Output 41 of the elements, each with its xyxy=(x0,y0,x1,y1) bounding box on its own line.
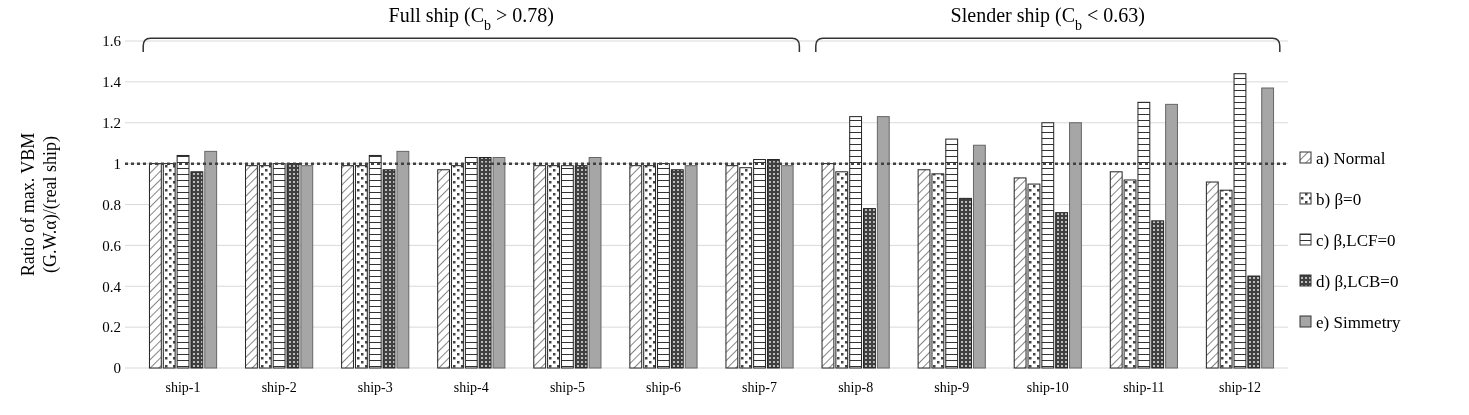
text: Full ship (C$_{b}$ > 0.78) xyxy=(388,4,555,33)
x-tick-label: ship-2 xyxy=(261,380,297,395)
bar xyxy=(972,144,986,369)
x-tick-label: ship-6 xyxy=(645,380,681,395)
x-tick-label: ship-10 xyxy=(1026,380,1069,395)
y-tick-label: 0 xyxy=(113,360,121,377)
legend-label: b) β=0 xyxy=(1316,189,1362,209)
y-tick-label: 0.2 xyxy=(102,319,121,336)
legend-label: e) Simmetry xyxy=(1316,312,1402,332)
text: Slender ship (C$_{b}$ < 0.63) xyxy=(950,4,1145,33)
y-tick-label: 0.6 xyxy=(102,237,122,254)
y-tick-label: 1 xyxy=(113,155,121,172)
y-tick-label: 1.6 xyxy=(102,33,122,50)
bar xyxy=(1069,122,1082,369)
bar xyxy=(780,165,794,369)
bar xyxy=(1261,87,1275,369)
bar xyxy=(396,150,410,369)
x-tick-label: ship-4 xyxy=(453,380,489,395)
y-tick-label: 1.4 xyxy=(102,74,122,91)
x-tick-label: ship-5 xyxy=(549,380,585,395)
x-tick-label: ship-9 xyxy=(934,380,970,395)
x-tick-label: ship-12 xyxy=(1218,380,1261,395)
y-axis-title: Ratio of max. VBM (G.W.α)/(real ship) xyxy=(18,132,61,277)
legend-label: a) Normal xyxy=(1316,148,1386,168)
bar xyxy=(684,165,698,369)
x-tick-label: ship-3 xyxy=(357,380,393,395)
bar xyxy=(1165,103,1178,369)
bar xyxy=(492,156,506,369)
legend-label: d) β,LCB=0 xyxy=(1316,271,1399,291)
bar xyxy=(300,165,314,369)
x-tick-label: ship-1 xyxy=(165,380,201,395)
x-tick-label: ship-8 xyxy=(838,380,874,395)
x-tick-label: ship-11 xyxy=(1123,380,1165,395)
y-tick-label: 1.2 xyxy=(102,115,121,131)
y-tick-label: 0.8 xyxy=(102,196,121,213)
legend-label: c) β,LCF=0 xyxy=(1316,230,1396,250)
y-tick-label: 0.4 xyxy=(102,278,122,295)
bar xyxy=(876,116,890,369)
x-tick-label: ship-7 xyxy=(742,380,778,395)
bar xyxy=(588,156,602,369)
bar xyxy=(204,150,218,369)
